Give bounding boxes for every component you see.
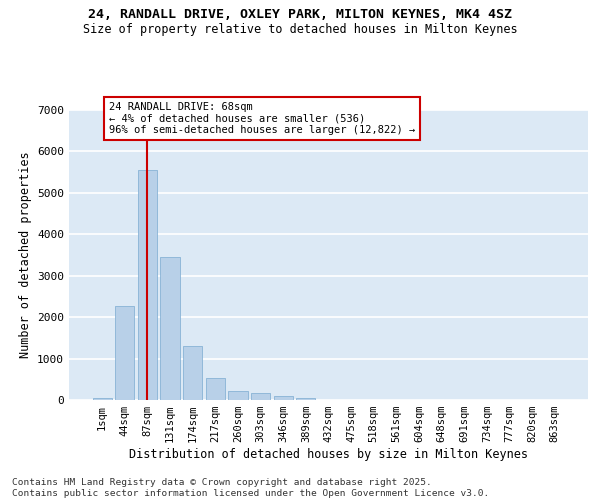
Text: 24 RANDALL DRIVE: 68sqm
← 4% of detached houses are smaller (536)
96% of semi-de: 24 RANDALL DRIVE: 68sqm ← 4% of detached…	[109, 102, 415, 135]
Bar	[296, 398, 316, 400]
Text: Size of property relative to detached houses in Milton Keynes: Size of property relative to detached ho…	[83, 22, 517, 36]
Bar	[138, 170, 157, 400]
Bar	[229, 392, 248, 400]
Bar	[160, 256, 180, 400]
Bar	[92, 398, 112, 400]
X-axis label: Distribution of detached houses by size in Milton Keynes: Distribution of detached houses by size …	[129, 448, 528, 461]
Text: 24, RANDALL DRIVE, OXLEY PARK, MILTON KEYNES, MK4 4SZ: 24, RANDALL DRIVE, OXLEY PARK, MILTON KE…	[88, 8, 512, 20]
Bar	[206, 378, 225, 400]
Bar	[274, 396, 293, 400]
Bar	[183, 346, 202, 400]
Bar	[115, 306, 134, 400]
Bar	[251, 393, 270, 400]
Text: Contains HM Land Registry data © Crown copyright and database right 2025.
Contai: Contains HM Land Registry data © Crown c…	[12, 478, 489, 498]
Y-axis label: Number of detached properties: Number of detached properties	[19, 152, 32, 358]
